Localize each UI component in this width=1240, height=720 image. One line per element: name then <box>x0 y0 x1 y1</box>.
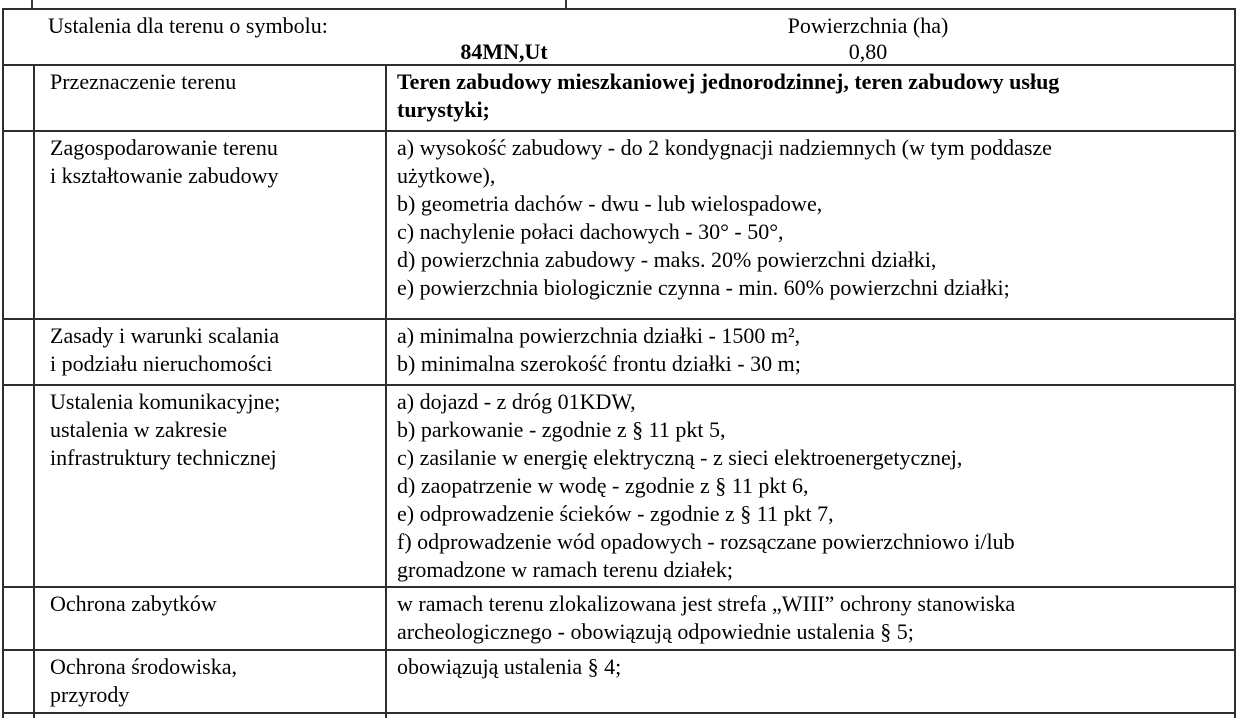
table-continuation-stub-left <box>31 0 33 9</box>
row-content: a) dojazd - z dróg 01KDW, b) parkowanie … <box>385 386 1234 586</box>
terrain-symbol: 84MN,Ut <box>460 39 548 64</box>
area-value: 0,80 <box>848 39 888 64</box>
row-label: Przeznaczenie terenu <box>33 66 385 130</box>
row-content: a) wysokość zabudowy - do 2 kondygnacji … <box>385 132 1234 318</box>
table-row-komunikacja: Ustalenia komunikacyjne; ustalenia w zak… <box>4 384 1234 586</box>
row-number-cell <box>4 386 33 586</box>
row-number-cell <box>4 132 33 318</box>
row-label: Zagospodarowanie terenu i kształtowanie … <box>33 132 385 318</box>
table-row-ochrona-srodowiska: Ochrona środowiska, przyrody obowiązują … <box>4 649 1234 712</box>
table-row-ochrona-zabytkow: Ochrona zabytków w ramach terenu zlokali… <box>4 586 1234 649</box>
header-row-labels: Ustalenia dla terenu o symbolu: Powierzc… <box>4 12 1234 40</box>
header-area-label: Powierzchnia (ha) <box>787 13 949 38</box>
table-continuation-stub-right <box>565 0 567 9</box>
table-header: Ustalenia dla terenu o symbolu: Powierzc… <box>4 10 1234 64</box>
row-label: Ochrona środowiska, przyrody <box>33 651 385 712</box>
row-content <box>385 714 1234 718</box>
table-row-przeznaczenie: Przeznaczenie terenu Teren zabudowy mies… <box>4 64 1234 130</box>
zoning-settlements-table: Ustalenia dla terenu o symbolu: Powierzc… <box>2 8 1236 718</box>
row-number-cell <box>4 714 33 718</box>
row-number-cell <box>4 320 33 384</box>
row-content: obowiązują ustalenia § 4; <box>385 651 1234 712</box>
row-label <box>33 714 385 718</box>
header-row-values: 84MN,Ut 0,80 <box>4 38 1234 66</box>
row-label: Ustalenia komunikacyjne; ustalenia w zak… <box>33 386 385 586</box>
row-number-cell <box>4 651 33 712</box>
row-label: Zasady i warunki scalania i podziału nie… <box>33 320 385 384</box>
table-row-zasady-scalania: Zasady i warunki scalania i podziału nie… <box>4 318 1234 384</box>
table-row-cutoff <box>4 712 1234 718</box>
row-content: a) minimalna powierzchnia działki - 1500… <box>385 320 1234 384</box>
header-title: Ustalenia dla terenu o symbolu: <box>48 13 328 38</box>
row-content: Teren zabudowy mieszkaniowej jednorodzin… <box>385 66 1234 130</box>
row-content: w ramach terenu zlokalizowana jest stref… <box>385 588 1234 649</box>
table-row-zagospodarowanie: Zagospodarowanie terenu i kształtowanie … <box>4 130 1234 318</box>
row-number-cell <box>4 66 33 130</box>
row-number-cell <box>4 588 33 649</box>
row-label: Ochrona zabytków <box>33 588 385 649</box>
